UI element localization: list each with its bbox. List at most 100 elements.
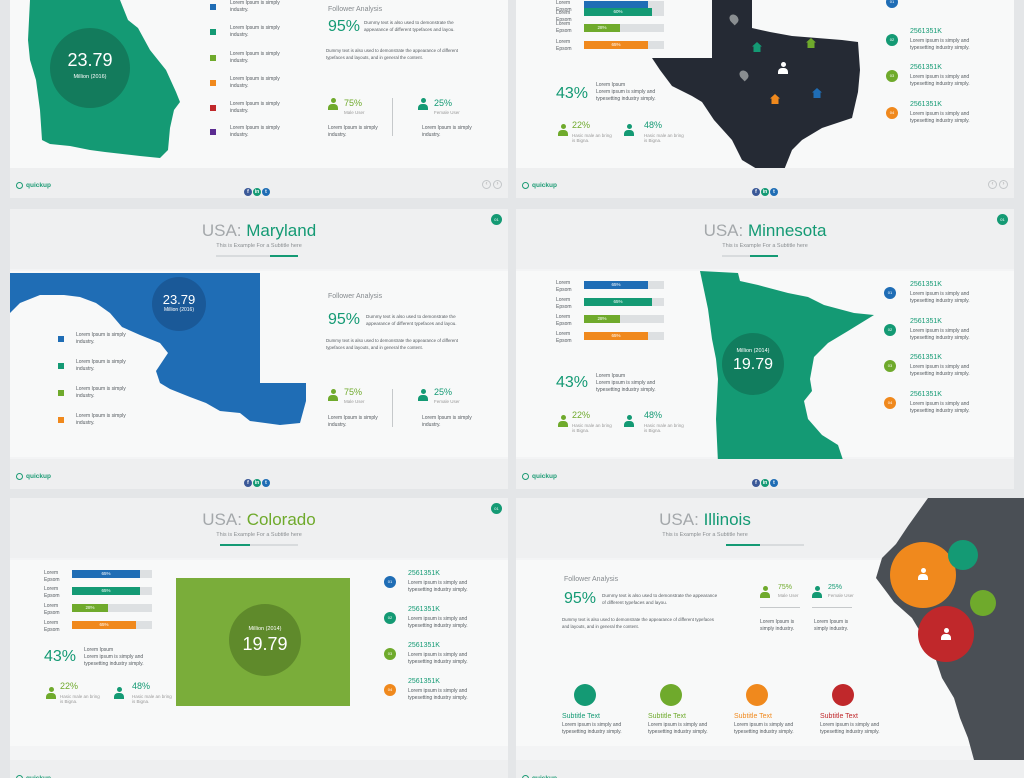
title-underline-accent <box>726 544 760 546</box>
divider <box>392 98 393 136</box>
linkedin-icon[interactable]: in <box>761 479 769 487</box>
big-percent: 43% <box>556 85 589 102</box>
linkedin-icon[interactable]: in <box>253 188 261 196</box>
stat-desc: Lorem ipsum is simply and typesetting in… <box>910 111 970 124</box>
bar-label: Lorem Epsom <box>556 0 572 13</box>
stat-value: 2561351K <box>910 391 942 398</box>
legend-swatch <box>58 363 64 369</box>
percent-b: 48% <box>644 120 663 130</box>
percent-b-desc: Hasic male an bring is Bigna. <box>644 423 684 433</box>
bar-label: Lorem Epsom <box>556 314 572 327</box>
male-user-icon <box>558 124 568 136</box>
facebook-icon[interactable]: f <box>752 479 760 487</box>
slide-georgia[interactable]: 23.79 Million (2016) Lorem Ipsum is simp… <box>10 0 508 198</box>
feature-title: Subtitle Text <box>820 713 859 720</box>
slide-title: USA: Colorado <box>10 510 508 530</box>
prev-arrow-icon[interactable]: ‹ <box>482 180 491 189</box>
legend-swatch <box>58 417 64 423</box>
followers-percent: 95% <box>564 590 597 607</box>
twitter-icon[interactable]: t <box>770 479 778 487</box>
facebook-icon[interactable]: f <box>752 188 760 196</box>
male-label: Male User <box>344 399 365 404</box>
twitter-icon[interactable]: t <box>262 479 270 487</box>
logo-text: quickup <box>532 182 557 189</box>
stat-desc: Lorem ipsum is simply and typesetting in… <box>910 38 970 51</box>
female-user-icon <box>941 628 951 640</box>
male-label: Male User <box>344 110 365 115</box>
feature-title: Subtitle Text <box>648 713 687 720</box>
stat-dot: 03 <box>886 70 898 82</box>
prev-arrow-icon[interactable]: ‹ <box>988 180 997 189</box>
legend-label: Lorem Ipsum is simply industry. <box>76 359 126 372</box>
texas-map <box>652 0 860 178</box>
next-arrow-icon[interactable]: › <box>999 180 1008 189</box>
next-arrow-icon[interactable]: › <box>493 180 502 189</box>
bar-label: Lorem Epsom <box>556 39 572 52</box>
feature-desc: Lorem ipsum is simply and typesetting in… <box>820 722 880 735</box>
bar: 28% <box>584 24 620 32</box>
quickup-logo: quickup <box>522 181 557 189</box>
feature-desc: Lorem ipsum is simply and typesetting in… <box>648 722 708 735</box>
stat-desc: Lorem ipsum is simply and typesetting in… <box>408 688 468 701</box>
bar-label: Lorem Epsom <box>44 620 60 633</box>
population-circle: Million (2014) 19.79 <box>722 333 784 395</box>
male-desc: Lorem Ipsum is simply industry. <box>760 619 795 632</box>
facebook-icon[interactable]: f <box>244 188 252 196</box>
female-desc: Lorem Ipsum is simply industry. <box>422 125 472 138</box>
population-circle: Million (2014) 19.79 <box>229 604 301 676</box>
female-percent: 25% <box>434 387 453 397</box>
legend-swatch <box>210 105 216 111</box>
title-underline <box>250 544 298 546</box>
slide-minnesota[interactable]: USA: Minnesota This is Example For a Sub… <box>516 209 1014 489</box>
female-desc: Lorem Ipsum is simply industry. <box>814 619 849 632</box>
bar-label: Lorem Epsom <box>44 603 60 616</box>
stat-desc: Lorem ipsum is simply and typesetting in… <box>84 654 144 667</box>
twitter-icon[interactable]: t <box>262 188 270 196</box>
legend-swatch <box>58 390 64 396</box>
slide-subtitle: This is Example For a Subtitle here <box>216 532 302 538</box>
slide-title: USA: Minnesota <box>516 221 1014 241</box>
male-user-icon <box>328 98 338 110</box>
title-underline-accent <box>220 544 250 546</box>
percent-b-desc: Hasic male an bring is Bigna. <box>132 694 172 704</box>
linkedin-icon[interactable]: in <box>761 188 769 196</box>
linkedin-icon[interactable]: in <box>253 479 261 487</box>
home-icon <box>752 42 762 52</box>
stat-value: 2561351K <box>910 64 942 71</box>
follower-analysis-title: Follower Analysis <box>328 293 383 300</box>
home-icon <box>812 88 822 98</box>
bar-label: Lorem Epsom <box>556 21 572 34</box>
slide-header <box>10 498 508 558</box>
bar: 65% <box>72 621 136 629</box>
stat-desc: Lorem ipsum is simply and typesetting in… <box>408 616 468 629</box>
home-icon <box>806 38 816 48</box>
twitter-icon[interactable]: t <box>770 188 778 196</box>
stat-value: 2561351K <box>408 570 440 577</box>
slide-texas[interactable]: Lorem Epsom Lorem Epsom 60% Lorem Epsom … <box>516 0 1014 198</box>
logo-text: quickup <box>26 473 51 480</box>
female-user-icon <box>624 124 634 136</box>
slide-colorado[interactable]: USA: Colorado This is Example For a Subt… <box>10 498 508 778</box>
stat-value: 2561351K <box>910 101 942 108</box>
stat-value: 2561351K <box>408 678 440 685</box>
state-name: Illinois <box>703 510 751 529</box>
female-label: Female User <box>828 593 854 598</box>
bar-label: Lorem Epsom <box>556 297 572 310</box>
cart-icon <box>746 684 768 706</box>
percent-a-desc: Hasic male an bring is Bigna. <box>572 423 612 433</box>
population-unit: Million (2014) <box>248 626 282 632</box>
slide-maryland[interactable]: USA: Maryland This is Example For a Subt… <box>10 209 508 489</box>
bar: 65% <box>72 587 140 595</box>
stat-desc: Lorem ipsum is simply and typesetting in… <box>910 401 970 414</box>
population-value: 23.79 <box>162 292 196 307</box>
slide-illinois[interactable]: USA: Illinois This is Example For a Subt… <box>516 498 1024 778</box>
facebook-icon[interactable]: f <box>244 479 252 487</box>
population-unit: Million (2016) <box>163 307 194 313</box>
stat-dot: 02 <box>886 34 898 46</box>
tree-icon <box>832 684 854 706</box>
quickup-logo: quickup <box>16 181 51 189</box>
legend-label: Lorem Ipsum is simply industry. <box>230 76 280 89</box>
male-user-icon <box>328 389 338 401</box>
male-user-icon <box>760 586 770 598</box>
